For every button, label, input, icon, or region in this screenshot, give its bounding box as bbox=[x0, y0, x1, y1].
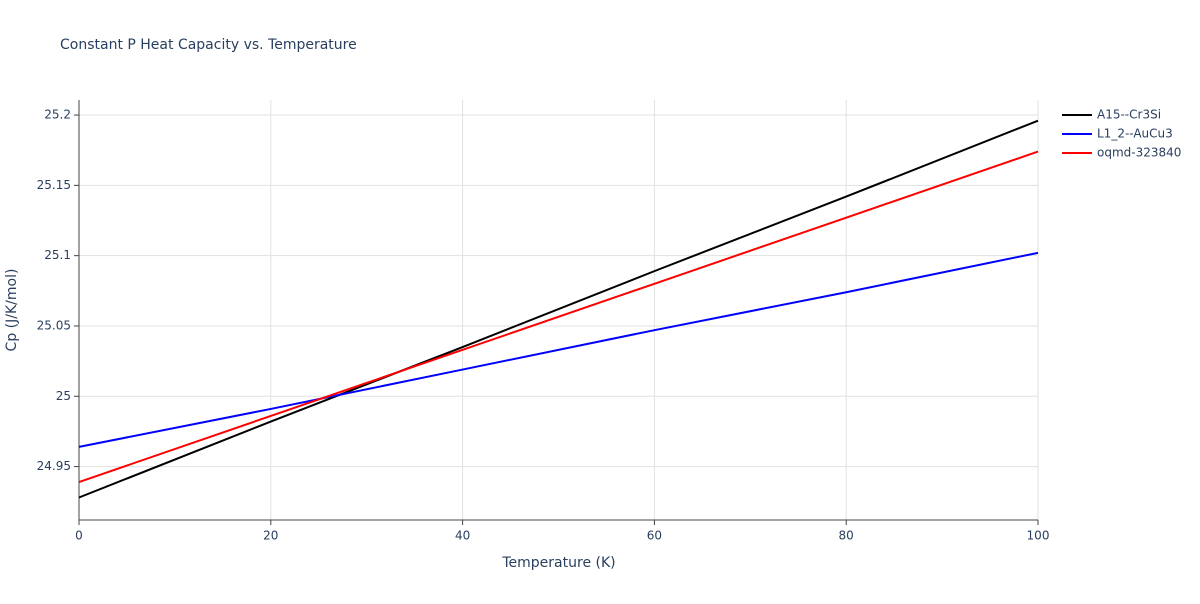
x-tick-label: 60 bbox=[647, 529, 662, 543]
series-line bbox=[78, 119, 1039, 499]
x-tick-label: 0 bbox=[75, 529, 83, 543]
x-tick-label: 20 bbox=[263, 529, 278, 543]
y-tick-label: 25.2 bbox=[44, 108, 71, 122]
x-tick-label: 100 bbox=[1027, 529, 1050, 543]
x-tick-label: 40 bbox=[455, 529, 470, 543]
chart-title: Constant P Heat Capacity vs. Temperature bbox=[60, 37, 357, 53]
y-tick-label: 25 bbox=[56, 389, 71, 403]
legend-label: oqmd-323840 bbox=[1097, 146, 1181, 160]
y-tick-label: 24.95 bbox=[37, 459, 71, 473]
legend-label: A15--Cr3Si bbox=[1097, 108, 1161, 122]
y-tick-label: 25.05 bbox=[37, 318, 71, 332]
y-tick-label: 25.15 bbox=[37, 178, 71, 192]
x-tick-label: 80 bbox=[839, 529, 854, 543]
y-axis-label: Cp (J/K/mol) bbox=[4, 269, 20, 352]
x-axis-label: Temperature (K) bbox=[501, 555, 615, 571]
y-tick-label: 25.1 bbox=[44, 248, 71, 262]
series-line bbox=[78, 251, 1039, 448]
legend-label: L1_2--AuCu3 bbox=[1097, 127, 1173, 141]
series-line bbox=[78, 150, 1039, 483]
